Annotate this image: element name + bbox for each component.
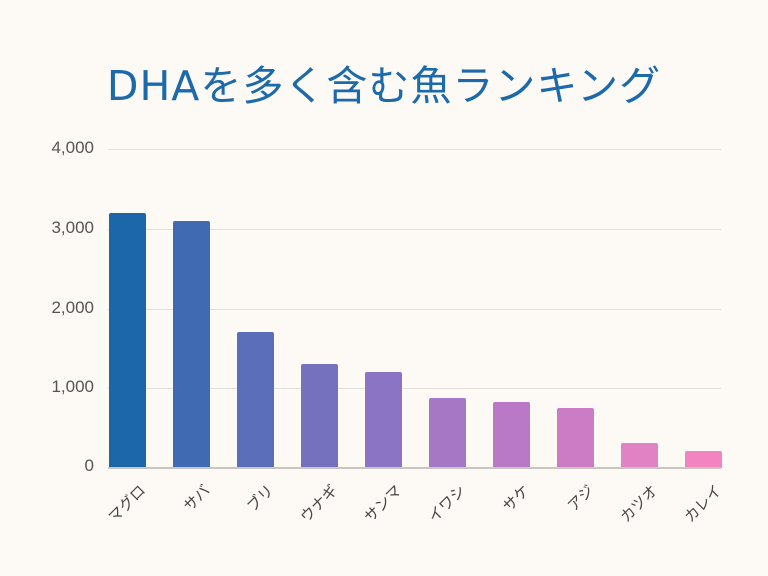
y-tick-label: 2,000 — [51, 298, 94, 317]
gridline-3000 — [108, 229, 721, 230]
y-tick-label: 0 — [84, 456, 94, 475]
bar-6 — [429, 398, 466, 468]
gridline-4000 — [108, 149, 721, 150]
gridline-1000 — [108, 388, 721, 389]
bar-3 — [237, 332, 274, 468]
x-axis-line — [108, 467, 721, 469]
gridline-2000 — [108, 309, 721, 310]
x-tick-label: サケ — [499, 481, 534, 516]
bar-2 — [173, 221, 210, 468]
y-tick-label: 4,000 — [51, 138, 94, 157]
x-tick-label: サンマ — [360, 481, 406, 526]
y-tick-label: 3,000 — [51, 218, 94, 237]
bar-5 — [365, 372, 402, 468]
x-tick-label: イワシ — [424, 481, 470, 526]
x-tick-label: ブリ — [243, 481, 278, 516]
x-tick-label: アジ — [563, 481, 598, 515]
chart-title: DHAを多く含む魚ランキング — [106, 62, 662, 110]
bar-4 — [301, 364, 338, 468]
x-tick-label: サバ — [179, 481, 214, 515]
x-tick-label: カツオ — [616, 481, 662, 526]
bar-10 — [685, 451, 722, 468]
x-tick-label: カレイ — [680, 481, 726, 526]
plot-area — [108, 149, 722, 469]
bar-9 — [621, 443, 658, 468]
bar-8 — [557, 408, 594, 468]
x-tick-label: ウナギ — [296, 481, 342, 526]
bar-7 — [493, 402, 530, 468]
bar-1 — [109, 213, 146, 468]
x-tick-label: マグロ — [104, 481, 150, 526]
y-tick-label: 1,000 — [51, 377, 94, 396]
